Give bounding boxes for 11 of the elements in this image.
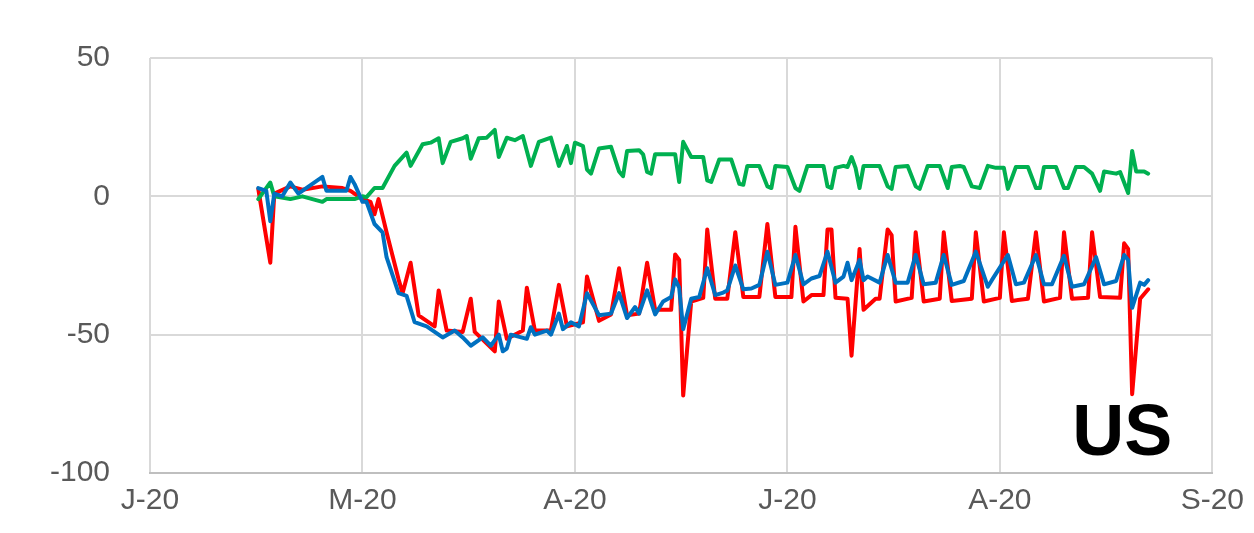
x-tick-label: S-20 (1180, 482, 1244, 516)
y-tick-label: -100 (50, 454, 111, 488)
x-tick-label: A-20 (543, 482, 607, 516)
x-tick-label: J-20 (120, 482, 180, 516)
x-tick-label: M-20 (328, 482, 397, 516)
x-tick-label: J-20 (758, 482, 817, 516)
y-tick-label: 50 (76, 39, 111, 73)
annotation: US (1072, 389, 1173, 470)
y-tick-label: -50 (66, 315, 111, 349)
y-tick-label: 0 (93, 177, 111, 211)
x-tick-label: A-20 (968, 482, 1032, 516)
